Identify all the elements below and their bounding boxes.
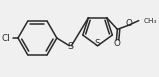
Text: Cl: Cl bbox=[2, 33, 10, 43]
Text: O: O bbox=[125, 19, 132, 28]
Text: S: S bbox=[95, 39, 100, 48]
Text: O: O bbox=[114, 39, 121, 48]
Text: CH₃: CH₃ bbox=[144, 18, 157, 24]
Text: S: S bbox=[67, 42, 73, 51]
